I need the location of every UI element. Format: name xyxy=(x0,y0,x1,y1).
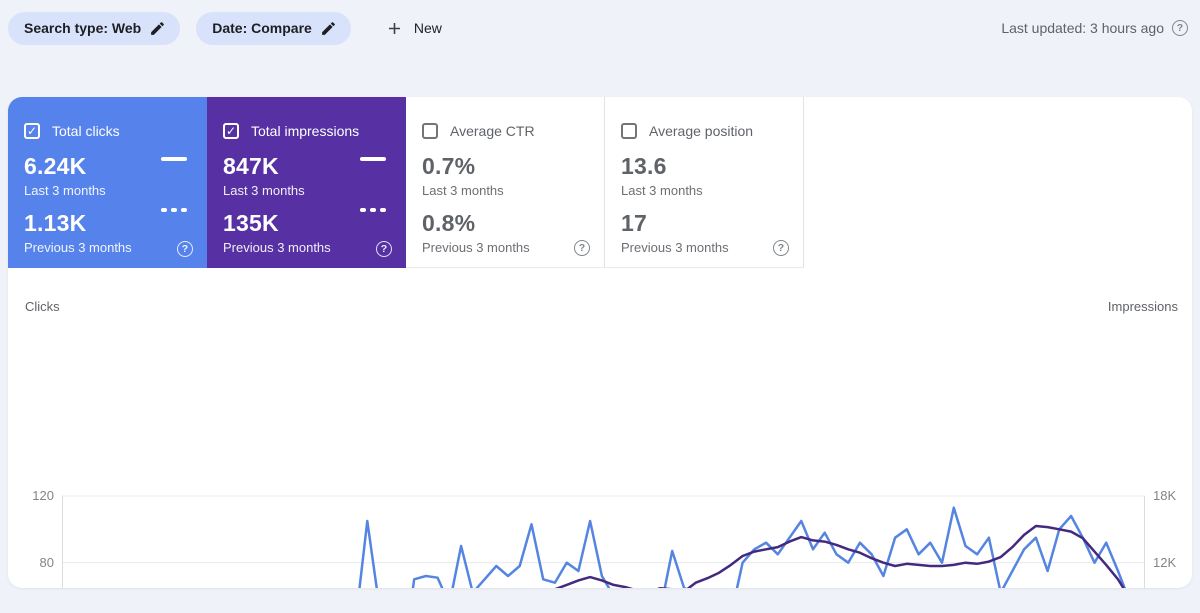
date-compare-chip[interactable]: Date: Compare xyxy=(196,11,351,45)
checkbox-empty-icon[interactable] xyxy=(422,123,438,139)
search-type-chip[interactable]: Search type: Web xyxy=(8,11,181,45)
ctr-previous-label: Previous 3 months xyxy=(422,240,530,255)
checkbox-checked-icon[interactable]: ✓ xyxy=(24,123,40,139)
date-compare-chip-label: Date: Compare xyxy=(212,20,312,36)
left-axis-tick: 80 xyxy=(39,554,54,570)
impressions-previous-label: Previous 3 months xyxy=(223,240,331,255)
performance-panel: ✓ Total clicks 6.24K Last 3 months 1.13K… xyxy=(8,97,1192,588)
impressions-previous-value: 135K xyxy=(223,210,279,236)
clicks-previous-label: Previous 3 months xyxy=(24,240,132,255)
clicks-previous-value: 1.13K xyxy=(24,210,87,236)
position-previous-value: 17 xyxy=(621,210,647,236)
impressions-current-value: 847K xyxy=(223,153,279,179)
right-axis-title: Impressions xyxy=(1107,299,1178,314)
card-help[interactable]: ? xyxy=(177,239,193,257)
solid-line-icon xyxy=(360,157,386,161)
ctr-current-value: 0.7% xyxy=(422,153,476,179)
card-title: Average position xyxy=(649,123,754,139)
average-ctr-card[interactable]: Average CTR 0.7% Last 3 months 0.8% Prev… xyxy=(406,97,605,268)
total-impressions-card[interactable]: ✓ Total impressions 847K Last 3 months 1… xyxy=(207,97,406,268)
edit-pencil-icon xyxy=(321,21,335,35)
position-previous-label: Previous 3 months xyxy=(621,240,729,255)
dashed-line-icon xyxy=(360,208,386,212)
right-axis-tick: 18K xyxy=(1153,488,1177,503)
impressions-current-label: Last 3 months xyxy=(223,183,305,198)
card-help[interactable]: ? xyxy=(773,238,789,256)
card-title: Total impressions xyxy=(251,123,360,139)
card-help[interactable]: ? xyxy=(376,239,392,257)
position-current-label: Last 3 months xyxy=(621,183,703,198)
series-impressions-last-3-months[interactable] xyxy=(74,524,1130,588)
position-current-value: 13.6 xyxy=(621,153,667,179)
metric-cards-row: ✓ Total clicks 6.24K Last 3 months 1.13K… xyxy=(8,97,1192,268)
card-help[interactable]: ? xyxy=(574,238,590,256)
right-axis-tick: 12K xyxy=(1153,554,1177,570)
new-filter-button[interactable]: New xyxy=(377,13,450,44)
total-clicks-card[interactable]: ✓ Total clicks 6.24K Last 3 months 1.13K… xyxy=(8,97,207,268)
left-axis-tick: 120 xyxy=(32,488,54,503)
help-icon: ? xyxy=(376,241,392,257)
card-title: Total clicks xyxy=(52,123,120,139)
series-clicks-last-3-months[interactable] xyxy=(74,506,1130,588)
card-title: Average CTR xyxy=(450,123,535,139)
checkbox-checked-icon[interactable]: ✓ xyxy=(223,123,239,139)
solid-line-icon xyxy=(161,157,187,161)
clicks-current-label: Last 3 months xyxy=(24,183,106,198)
toolbar: Search type: Web Date: Compare New Last … xyxy=(8,11,1192,45)
help-icon[interactable]: ? xyxy=(1172,20,1188,36)
plus-icon xyxy=(388,22,400,34)
help-icon: ? xyxy=(574,240,590,256)
clicks-current-value: 6.24K xyxy=(24,153,87,179)
search-type-chip-label: Search type: Web xyxy=(24,20,142,36)
ctr-previous-value: 0.8% xyxy=(422,210,476,236)
edit-pencil-icon xyxy=(151,21,165,35)
ctr-current-label: Last 3 months xyxy=(422,183,504,198)
help-icon: ? xyxy=(177,241,193,257)
average-position-card[interactable]: Average position 13.6 Last 3 months 17 P… xyxy=(605,97,804,268)
new-filter-button-label: New xyxy=(413,20,442,36)
help-icon: ? xyxy=(773,240,789,256)
chart-plot-area[interactable] xyxy=(62,495,1145,588)
checkbox-empty-icon[interactable] xyxy=(621,123,637,139)
last-updated-status: Last updated: 3 hours ago ? xyxy=(1001,20,1192,36)
dashed-line-icon xyxy=(161,208,187,212)
last-updated-text: Last updated: 3 hours ago xyxy=(1001,20,1164,36)
performance-chart[interactable]: Clicks Impressions 0408012006K12K18K1530… xyxy=(8,268,1192,588)
left-axis-title: Clicks xyxy=(25,299,60,314)
